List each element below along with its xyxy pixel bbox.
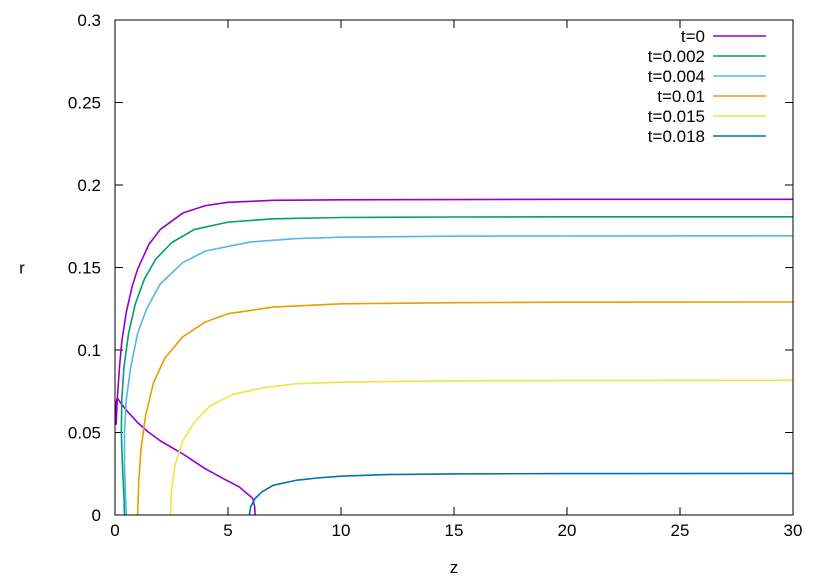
y-tick-label: 0 — [92, 506, 101, 525]
legend-label: t=0.002 — [648, 47, 705, 66]
y-tick-label: 0.15 — [68, 259, 101, 278]
x-tick-label: 10 — [332, 521, 351, 540]
series-line-3 — [136, 301, 793, 515]
y-tick-label: 0.2 — [77, 176, 101, 195]
x-tick-label: 30 — [784, 521, 803, 540]
x-tick-label: 25 — [671, 521, 690, 540]
series-line-1 — [120, 216, 793, 515]
y-tick-label: 0.1 — [77, 341, 101, 360]
x-axis-label: z — [450, 558, 459, 577]
legend-label: t=0 — [681, 27, 705, 46]
legend-label: t=0.01 — [657, 87, 705, 106]
x-tick-label: 15 — [445, 521, 464, 540]
y-axis-label: r — [19, 259, 25, 278]
x-tick-label: 5 — [223, 521, 232, 540]
y-tick-label: 0.25 — [68, 94, 101, 113]
plot-frame — [114, 19, 794, 516]
x-tick-label: 20 — [558, 521, 577, 540]
series-line-2 — [123, 235, 793, 515]
series-layer — [115, 198, 793, 515]
series-line-5 — [248, 472, 793, 515]
legend-label: t=0.018 — [648, 127, 705, 146]
legend-label: t=0.004 — [648, 67, 705, 86]
y-tick-label: 0.05 — [68, 424, 101, 443]
legend-label: t=0.015 — [648, 107, 705, 126]
series-line-0 — [115, 198, 793, 515]
series-line-4 — [169, 379, 793, 515]
x-tick-label: 0 — [110, 521, 119, 540]
tick-labels: 0 5 10 15 20 25 30 0 0.05 0.1 0.15 0.2 0.25 0.3 — [68, 11, 803, 540]
y-tick-label: 0.3 — [77, 11, 101, 30]
